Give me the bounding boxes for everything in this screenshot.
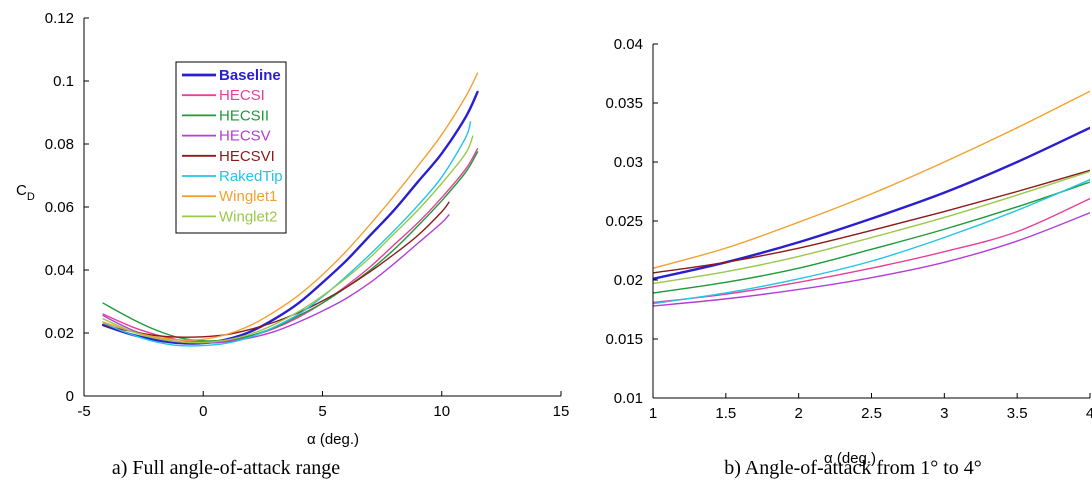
series-line-hecsi bbox=[102, 148, 479, 343]
y-tick-label: 0.035 bbox=[605, 95, 643, 112]
y-tick-label: 0.04 bbox=[614, 36, 643, 53]
panel-a-caption: a) Full angle-of-attack range bbox=[112, 457, 340, 479]
panel-b-caption: b) Angle-of-attack from 1° to 4° bbox=[724, 457, 982, 479]
y-tick-label: 0 bbox=[66, 388, 74, 405]
x-tick-label: 2 bbox=[794, 405, 802, 422]
panel-b-axes bbox=[652, 44, 1090, 399]
legend: Baseline HECSI HECSII HECSV HECSVI RakedTip Wi… bbox=[175, 61, 287, 234]
y-tick-label: 0.12 bbox=[45, 10, 74, 27]
x-tick-label: 4 bbox=[1086, 405, 1092, 422]
x-tick-label: 1.5 bbox=[715, 405, 736, 422]
series-line-hecsvi bbox=[653, 169, 1090, 274]
y-tick-label: 0.015 bbox=[605, 331, 643, 348]
series-line-winglet1 bbox=[102, 72, 479, 341]
legend-label-winglet2: Winglet2 bbox=[219, 208, 277, 225]
legend-label-hecsvi: HECSVI bbox=[219, 148, 275, 165]
x-tick-label: 5 bbox=[318, 403, 326, 420]
panel-a-ylabel: CD bbox=[16, 182, 35, 203]
series-line-rakedtip bbox=[102, 121, 472, 347]
panel-b: 1 1.5 2 2.5 3 3.5 4 0.01 0.015 0.02 0.025 0.03 0.035… bbox=[605, 36, 1092, 479]
legend-label-hecsii: HECSII bbox=[219, 107, 269, 124]
x-tick-label: 2.5 bbox=[861, 405, 882, 422]
y-tick-label: 0.08 bbox=[45, 136, 74, 153]
legend-label-hecsi: HECSI bbox=[219, 87, 265, 104]
y-tick-label: 0.01 bbox=[614, 390, 643, 407]
series-line-baseline bbox=[653, 126, 1090, 281]
x-tick-label: -5 bbox=[77, 403, 90, 420]
series-line-hecsv bbox=[653, 212, 1090, 307]
series-line-hecsii bbox=[102, 151, 479, 342]
y-tick-label: 0.025 bbox=[605, 213, 643, 230]
x-tick-label: 1 bbox=[649, 405, 657, 422]
series-line-winglet2 bbox=[653, 170, 1090, 285]
x-tick-label: 0 bbox=[199, 403, 207, 420]
y-tick-label: 0.04 bbox=[45, 262, 74, 279]
series-line-hecsii bbox=[653, 181, 1090, 294]
series-line-hecsi bbox=[653, 197, 1090, 304]
series-line-winglet1 bbox=[653, 90, 1090, 269]
panel-b-ticks: 1 1.5 2 2.5 3 3.5 4 0.01 0.015 0.02 0.025 0.03 0.035… bbox=[605, 36, 1092, 422]
legend-box bbox=[175, 61, 287, 234]
x-tick-label: 3.5 bbox=[1007, 405, 1028, 422]
series-line-winglet2 bbox=[102, 135, 474, 344]
x-tick-label: 3 bbox=[940, 405, 948, 422]
legend-label-winglet1: Winglet1 bbox=[219, 188, 277, 205]
series-line-baseline bbox=[101, 90, 479, 345]
legend-label-baseline: Baseline bbox=[219, 67, 281, 84]
y-tick-label: 0.02 bbox=[45, 325, 74, 342]
y-tick-label: 0.06 bbox=[45, 199, 74, 216]
legend-label-rakedtip: RakedTip bbox=[219, 168, 283, 185]
legend-label-hecsv: HECSV bbox=[219, 128, 271, 145]
panel-b-curves bbox=[653, 90, 1090, 307]
y-tick-label: 0.1 bbox=[53, 73, 74, 90]
series-line-rakedtip bbox=[653, 179, 1090, 305]
y-tick-label: 0.03 bbox=[614, 154, 643, 171]
panel-a-curves bbox=[101, 72, 479, 347]
panel-b-xlabel: α (deg.) bbox=[824, 450, 876, 467]
x-tick-label: 15 bbox=[553, 403, 570, 420]
y-tick-label: 0.02 bbox=[614, 272, 643, 289]
panel-a-xlabel: α (deg.) bbox=[307, 431, 359, 448]
x-tick-label: 10 bbox=[433, 403, 450, 420]
